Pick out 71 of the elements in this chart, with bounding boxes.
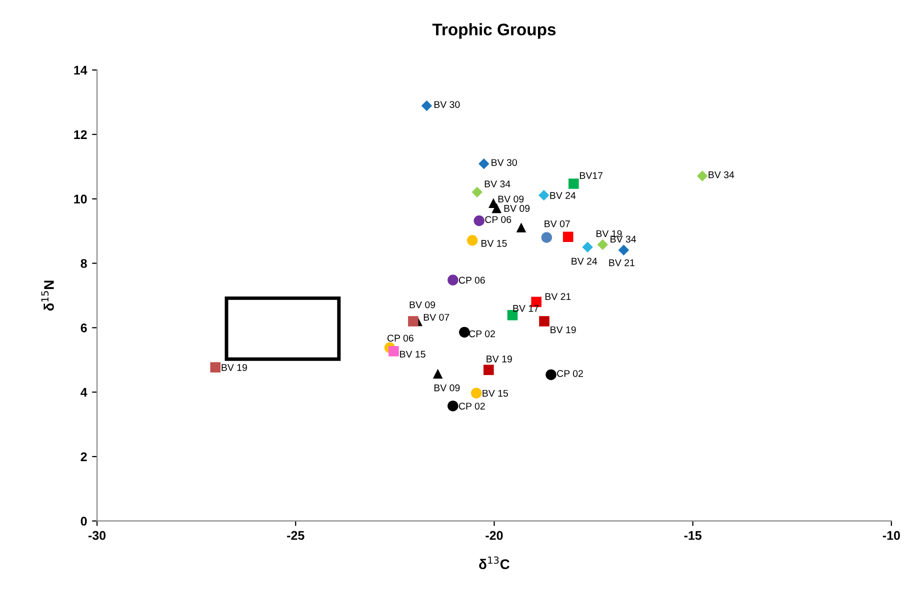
point (210, 362, 221, 372)
annotation: CP 06 (458, 276, 485, 284)
annotation: BV 19 (222, 364, 247, 371)
point (538, 190, 550, 201)
annotation: BV 09 (504, 204, 530, 212)
y-tick-label: 12 (74, 130, 87, 139)
point (466, 235, 478, 246)
annotation: CP 02 (469, 330, 495, 338)
annotation: BV 09 (498, 196, 524, 202)
annotation: CP 06 (485, 216, 512, 223)
annotation: BV 09 (410, 301, 436, 308)
y-tick-label: 0 (80, 516, 87, 526)
point (472, 186, 483, 198)
point (539, 316, 550, 326)
annotation: CP 02 (557, 370, 583, 377)
point (582, 242, 593, 253)
annotation: BV 21 (545, 293, 571, 300)
x-tick-label: -25 (287, 531, 304, 540)
y-axis-title: δ$^{15}$N (41, 280, 54, 311)
annotation: BV 07 (544, 220, 570, 228)
point (421, 100, 432, 112)
annotation: BV 15 (482, 240, 507, 247)
point (478, 158, 490, 170)
annotation: BV 07 (424, 314, 450, 321)
annotation: BV 19 (550, 326, 576, 334)
point (492, 203, 502, 214)
annotation: BV 30 (434, 101, 460, 108)
y-tick-label: 2 (80, 452, 87, 462)
chart-title: Trophic Groups (432, 23, 556, 39)
point (696, 170, 708, 182)
point (459, 326, 470, 338)
point (562, 232, 574, 242)
annotation: BV 09 (434, 384, 460, 392)
x-tick-label: -20 (486, 531, 503, 540)
annotation: BV 19 (486, 356, 512, 362)
annotation: BV 15 (482, 390, 508, 397)
point (432, 368, 443, 379)
x-tick-label: -30 (88, 531, 106, 540)
y-tick-label: 10 (74, 194, 87, 204)
point (618, 244, 630, 256)
point (448, 400, 458, 412)
x-tick-label: -10 (882, 531, 900, 540)
annotation: BV 34 (708, 171, 734, 178)
y-tick-label: 4 (80, 388, 88, 397)
point (388, 346, 399, 356)
point (546, 369, 556, 380)
annotation: BV 24 (572, 258, 598, 265)
point (568, 178, 579, 189)
annotation: BV 21 (609, 259, 634, 266)
annotation: BV 30 (492, 159, 517, 166)
annotation: BV 34 (610, 236, 636, 243)
annotation: BV 17 (513, 305, 538, 312)
annotation: BV 24 (550, 192, 576, 199)
point (448, 274, 458, 286)
annotation: BV17 (580, 172, 603, 179)
y-tick-label: 14 (74, 66, 88, 75)
point (474, 215, 485, 226)
annotation: BV 15 (400, 350, 426, 358)
point (516, 222, 526, 232)
y-tick-label: 8 (80, 259, 87, 268)
x-tick-label: -15 (684, 531, 702, 540)
annotation: CP 06 (387, 334, 414, 342)
point (484, 364, 494, 376)
annotation: CP 02 (458, 402, 485, 410)
point (470, 388, 482, 398)
x-axis-title: δ$^{13}$C (479, 556, 510, 570)
y-tick-label: 6 (80, 324, 87, 332)
annotation: BV 34 (484, 180, 510, 188)
point (408, 316, 418, 326)
point (541, 232, 552, 243)
point (597, 239, 608, 250)
